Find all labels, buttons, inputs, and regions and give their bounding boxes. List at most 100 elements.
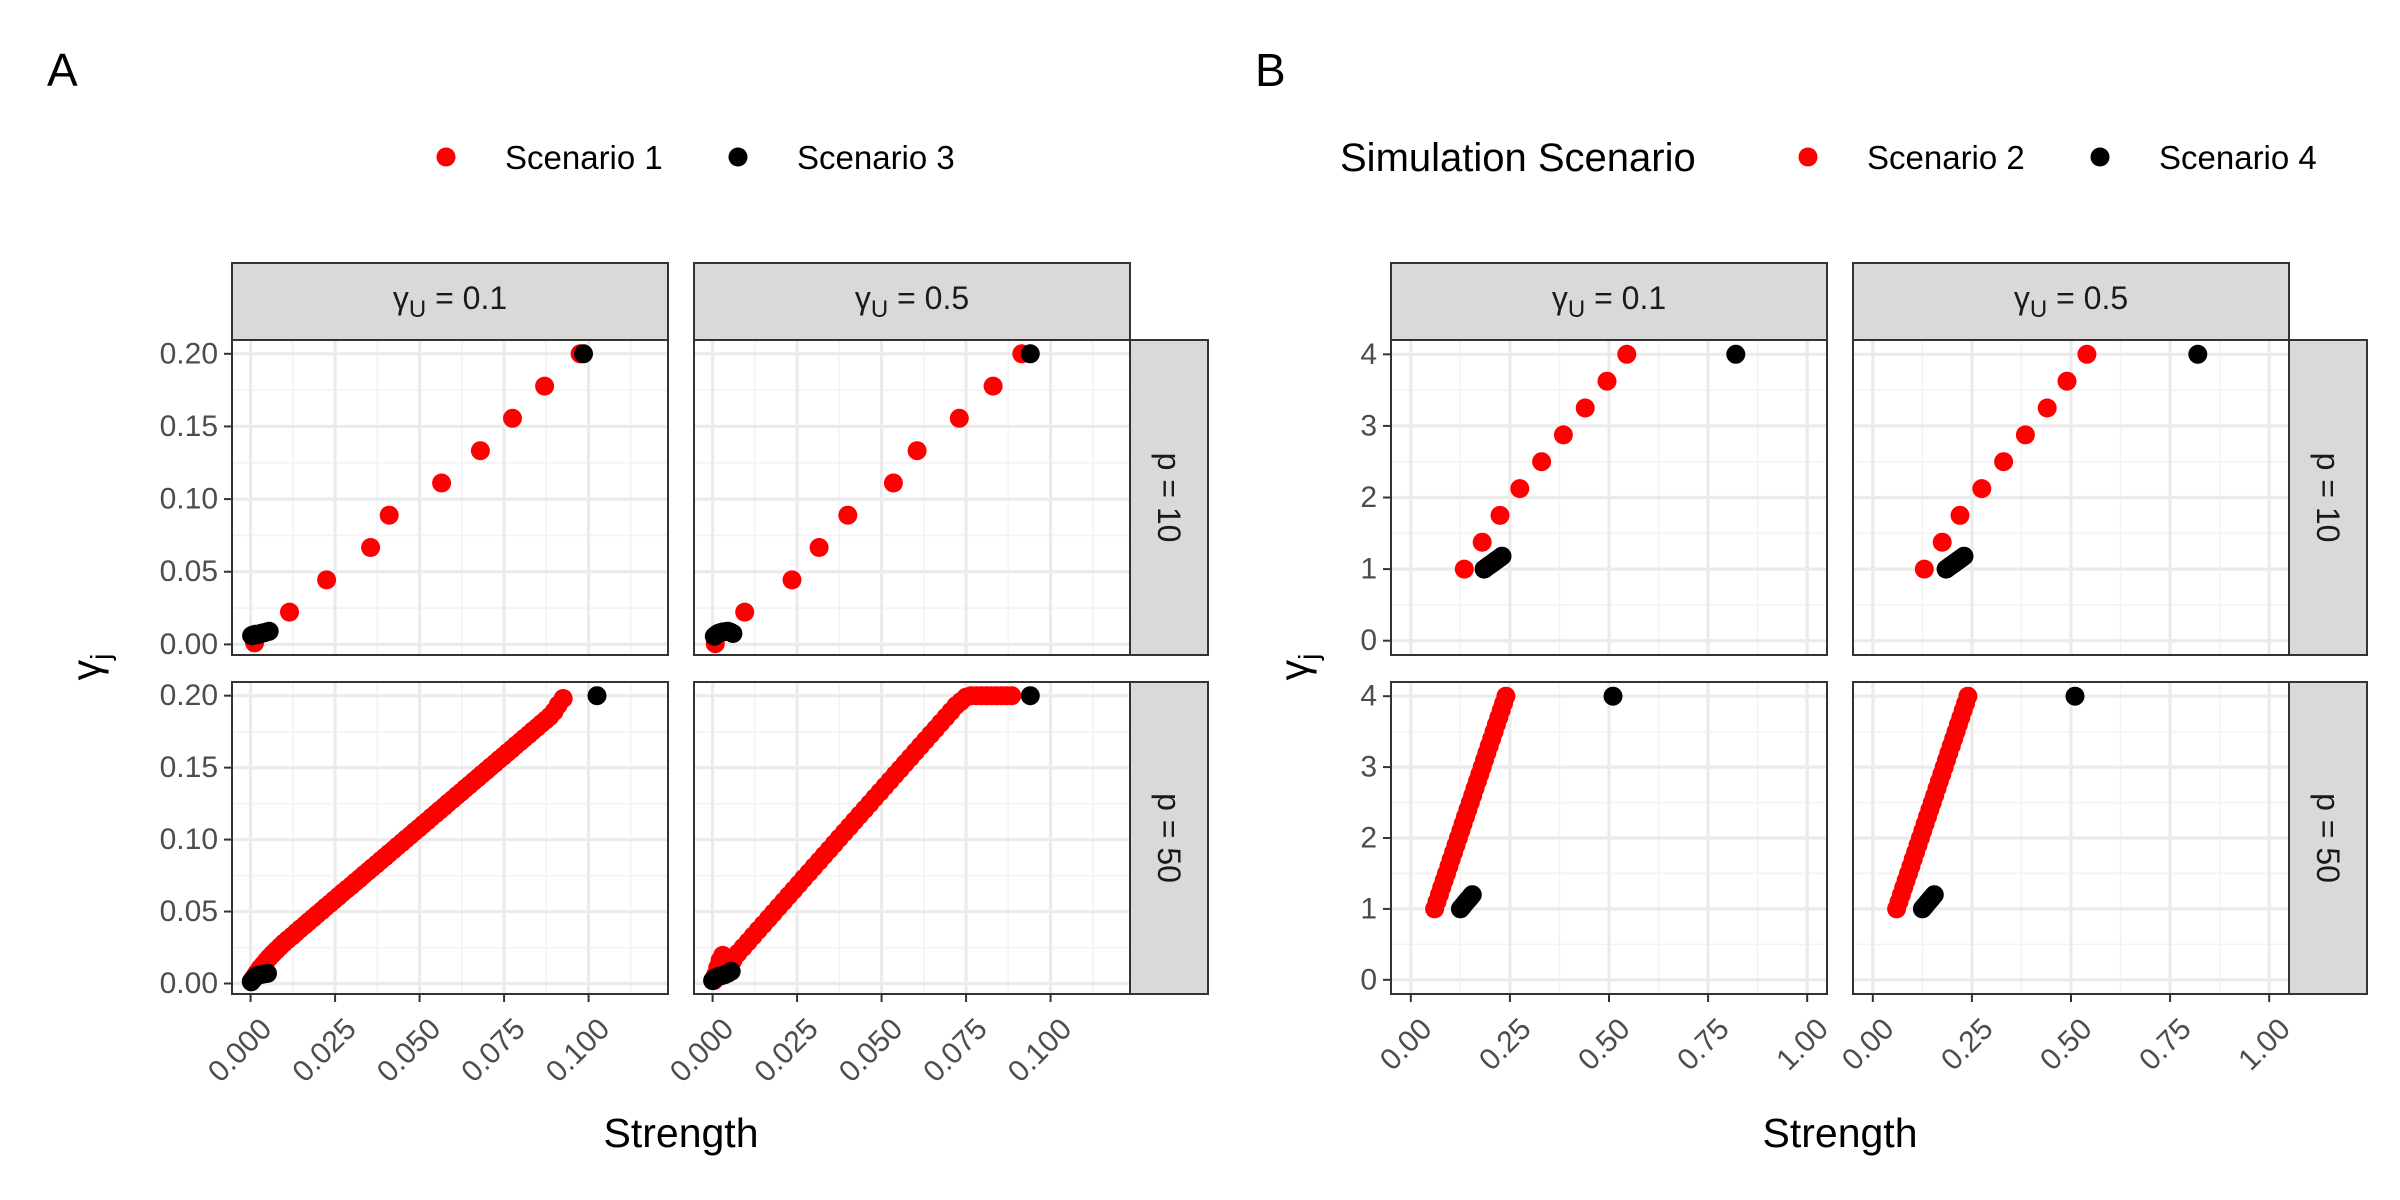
data-point <box>1472 532 1492 552</box>
strip-label: p = 10 <box>2310 453 2346 543</box>
data-point <box>553 689 573 708</box>
legend: Simulation Scenario Scenario 2 Scenario 4 <box>1340 136 2317 180</box>
data-point <box>2188 344 2208 364</box>
y-tick-label: 0.20 <box>160 679 218 712</box>
data-point <box>503 408 522 428</box>
strip-background <box>1129 339 1209 656</box>
strip-background <box>1852 262 2290 341</box>
data-point <box>1510 479 1530 499</box>
gridlines <box>694 340 1130 655</box>
gridlines <box>232 340 668 655</box>
strip-label: γU = 0.1 <box>1552 280 1666 323</box>
y-tick-label: 0.05 <box>160 555 218 588</box>
data-point <box>723 624 743 643</box>
col-strip-1: γU = 0.1 <box>231 262 669 341</box>
y-tick-label: 4 <box>1360 680 1377 713</box>
data-point <box>258 963 277 983</box>
data-point <box>721 961 741 981</box>
legend: Scenario 1 Scenario 3 <box>436 139 955 176</box>
y-tick-label: 3 <box>1360 409 1377 442</box>
data-point <box>809 538 829 557</box>
data-point <box>782 570 802 590</box>
strip-label: p = 50 <box>2310 793 2346 883</box>
data-point <box>587 686 607 706</box>
data-point <box>1932 532 1952 552</box>
series-scenario-4 <box>1450 686 1623 919</box>
data-point <box>1020 344 1040 364</box>
data-point <box>735 602 755 622</box>
strip-label: γU = 0.1 <box>393 280 507 323</box>
strip-background <box>231 262 669 341</box>
facet-2-1: 0 1 2 3 4 0.00 0.25 0.50 0.75 1.00 <box>1360 680 1835 1077</box>
y-tick-label: 2 <box>1360 481 1377 514</box>
series-scenario-3 <box>242 344 593 646</box>
data-point <box>883 473 903 493</box>
y-tick-label: 0.00 <box>160 967 218 1000</box>
series-scenario-2 <box>1425 686 1516 919</box>
data-point <box>2065 686 2085 706</box>
y-tick-label: 2 <box>1360 822 1377 855</box>
legend-label: Scenario 4 <box>2159 139 2317 176</box>
y-tick-label: 0 <box>1360 624 1377 657</box>
y-axis: 0 1 2 3 4 <box>1360 338 1391 657</box>
data-point <box>317 570 337 590</box>
data-point <box>1020 686 1040 706</box>
data-point <box>1597 371 1617 391</box>
series-scenario-1 <box>704 686 1022 991</box>
strip-label: p = 10 <box>1151 453 1187 543</box>
gridlines <box>1853 340 2289 655</box>
y-tick-label: 1 <box>1360 892 1377 925</box>
legend-title: Simulation Scenario <box>1340 136 1696 180</box>
series-scenario-2 <box>1454 344 1637 579</box>
series-scenario-4 <box>1474 344 1746 579</box>
data-point <box>1553 425 1573 445</box>
panel-A: A Scenario 1 Scenario 3 γU = 0.1 γU = 0.5 p =… <box>47 44 1209 1156</box>
series-scenario-3 <box>241 686 607 992</box>
strip-label: γU = 0.5 <box>855 280 969 323</box>
y-tick-label: 0.10 <box>160 483 218 516</box>
y-axis: 0 1 2 3 4 <box>1360 680 1391 996</box>
data-point <box>1726 344 1746 364</box>
data-point <box>1603 686 1623 706</box>
x-axis: 0.00 0.25 0.50 0.75 1.00 <box>1374 994 1835 1077</box>
legend-label: Scenario 3 <box>797 139 955 176</box>
data-point <box>1914 559 1934 579</box>
y-tick-label: 0.15 <box>160 751 218 784</box>
y-axis: 0.00 0.05 0.10 0.15 0.20 <box>160 679 232 1000</box>
data-point <box>470 441 490 461</box>
data-point <box>379 505 399 525</box>
data-point <box>1958 686 1978 706</box>
data-point <box>1492 546 1512 566</box>
legend-key-1 <box>436 147 456 167</box>
facet-1-2 <box>693 339 1131 656</box>
col-strip-1: γU = 0.1 <box>1390 262 1828 341</box>
data-point <box>838 505 858 525</box>
strip-label: γU = 0.5 <box>2014 280 2128 323</box>
data-point <box>535 376 555 396</box>
data-point <box>1972 479 1992 499</box>
row-strip-1: p = 10 <box>1129 339 1209 656</box>
y-tick-label: 3 <box>1360 751 1377 784</box>
legend-label: Scenario 2 <box>1867 139 2025 176</box>
data-point <box>1490 505 1510 525</box>
data-point <box>432 473 452 493</box>
facet-1-1: 0.00 0.05 0.10 0.15 0.20 <box>160 337 669 661</box>
row-strip-1: p = 10 <box>2288 339 2368 656</box>
data-point <box>1575 398 1595 418</box>
col-strip-2: γU = 0.5 <box>693 262 1131 341</box>
legend-key-2 <box>2090 147 2110 167</box>
series-scenario-4 <box>1936 344 2208 579</box>
series-scenario-3 <box>703 686 1040 991</box>
strip-background <box>1129 681 1209 995</box>
facet-1-2 <box>1852 339 2290 656</box>
facet-2-2: 0.000 0.025 0.050 0.075 0.100 <box>664 681 1131 1089</box>
panel-border <box>693 339 1131 656</box>
series-scenario-2 <box>1887 686 1978 919</box>
panel-border <box>693 681 1131 995</box>
data-point <box>1496 686 1516 706</box>
data-point <box>2015 425 2035 445</box>
data-point <box>2077 344 2097 364</box>
legend-key-2 <box>728 147 748 167</box>
data-point <box>1002 686 1022 706</box>
